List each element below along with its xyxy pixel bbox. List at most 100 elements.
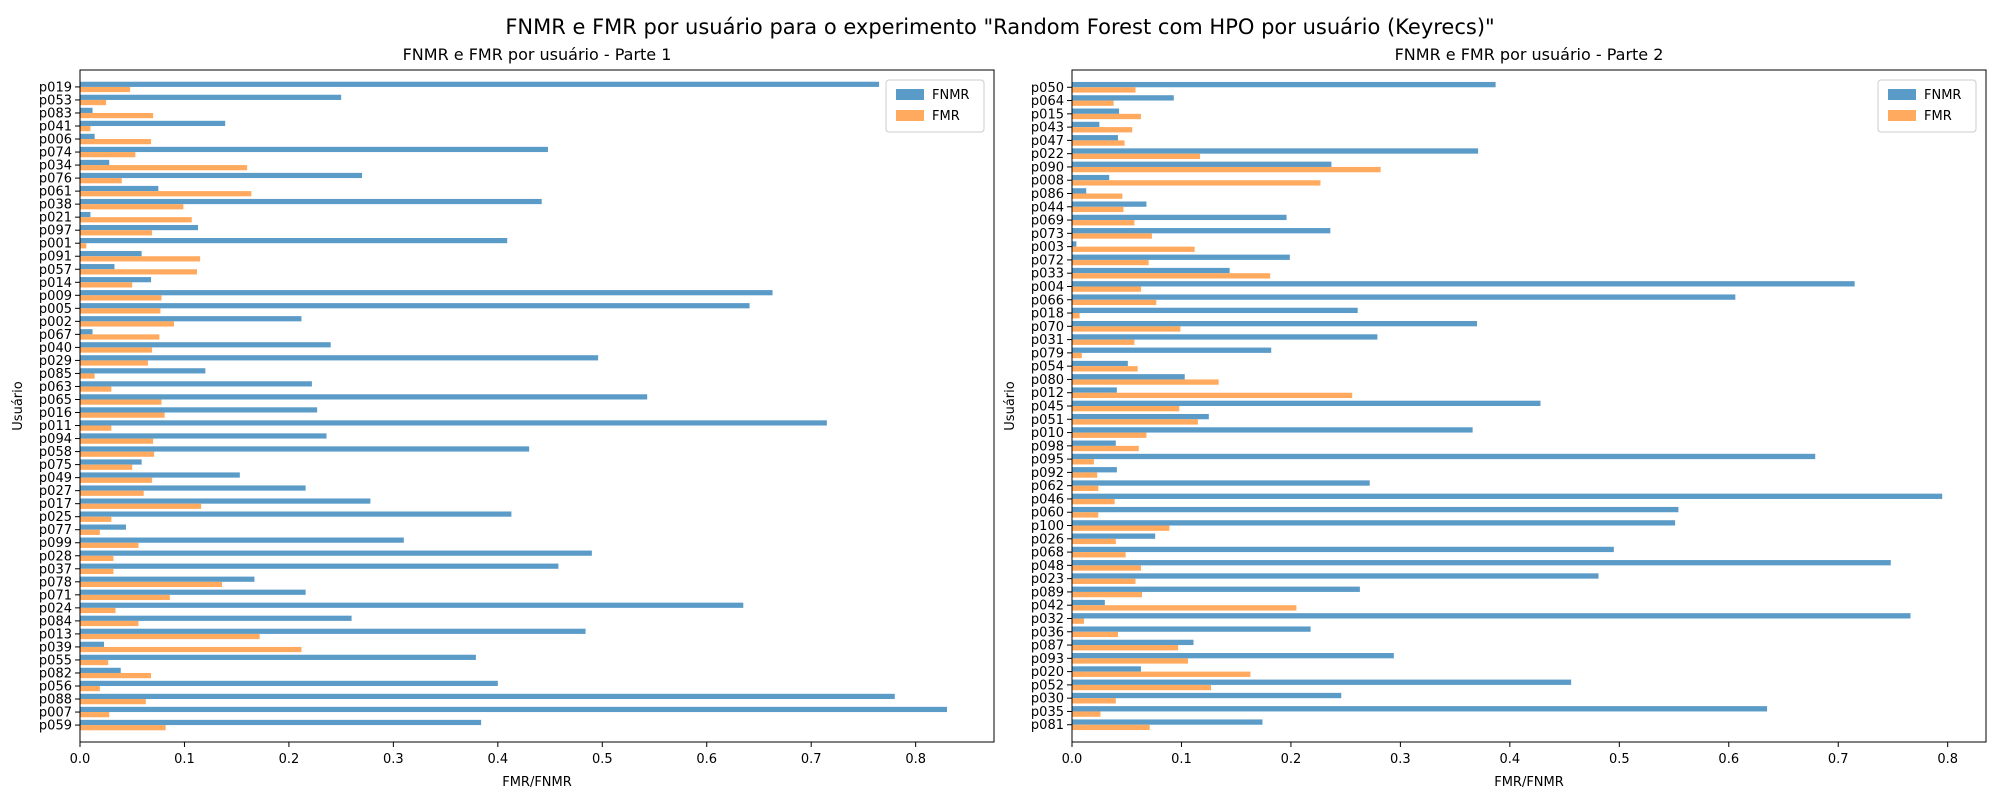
bar-fmr-p032: [1072, 618, 1085, 624]
bar-fmr-p027: [80, 490, 144, 496]
bar-fmr-p015: [1072, 113, 1141, 120]
bar-fmr-p035: [1072, 711, 1101, 717]
y-tick-label: p100: [1031, 519, 1064, 534]
x-tick-label: 0.8: [1937, 752, 1958, 767]
y-tick-label: p087: [1031, 639, 1064, 654]
legend-label-fmr: FMR: [932, 109, 960, 124]
bar-fmr-p008: [1072, 180, 1321, 186]
bar-fmr-p018: [1072, 313, 1080, 319]
bar-fmr-p069: [1072, 220, 1135, 226]
bar-fmr-p082: [80, 672, 152, 679]
y-tick-label: p076: [39, 172, 72, 187]
bar-fmr-p063: [80, 386, 112, 392]
y-tick-label: p034: [39, 159, 72, 174]
y-tick-label: p005: [39, 302, 72, 317]
y-tick-label: p057: [39, 263, 72, 278]
bar-fnmr-p090: [1072, 161, 1332, 167]
bar-fnmr-p092: [1072, 467, 1117, 473]
y-tick-label: p051: [1031, 413, 1064, 428]
bar-fnmr-p014: [80, 277, 152, 283]
bar-fnmr-p080: [1072, 374, 1185, 380]
y-tick-label: p038: [39, 198, 72, 213]
bar-fmr-p026: [1072, 538, 1116, 545]
legend-swatch-fmr: [896, 110, 924, 121]
y-tick-label: p093: [1031, 652, 1064, 667]
bar-fnmr-p085: [80, 368, 206, 374]
plot-frame: [79, 69, 995, 743]
bar-fmr-p088: [80, 699, 146, 705]
x-tick-label: 0.1: [1171, 752, 1192, 767]
bar-fnmr-p060: [1072, 506, 1679, 513]
bar-fnmr-p063: [80, 381, 312, 387]
bar-fnmr-p061: [80, 185, 159, 192]
y-tick-label: p006: [39, 133, 72, 148]
y-tick-label: p064: [1031, 94, 1064, 109]
bar-fnmr-p022: [1072, 148, 1479, 154]
x-axis-label: FMR/FNMR: [1494, 775, 1564, 790]
chart-part-2: FNMR e FMR por usuário - Parte 2 p050p064…: [1003, 45, 1987, 790]
bar-fnmr-p021: [80, 211, 91, 218]
bar-fmr-p016: [80, 412, 165, 418]
bar-fmr-p006: [80, 139, 152, 145]
bar-fmr-p005: [80, 308, 161, 314]
bar-fnmr-p019: [80, 81, 880, 87]
bar-fmr-p051: [1072, 419, 1198, 425]
legend-swatch-fnmr: [896, 89, 924, 100]
bar-fmr-p078: [80, 581, 223, 588]
y-tick-label: p020: [1031, 665, 1064, 680]
legend-swatch-fnmr: [1888, 89, 1916, 100]
plot-frame: [1071, 69, 1987, 743]
bar-fmr-p074: [80, 152, 136, 158]
y-tick-label: p084: [39, 614, 72, 629]
bar-fnmr-p015: [1072, 108, 1120, 114]
bar-fmr-p024: [80, 607, 116, 614]
y-tick-label: p044: [1031, 200, 1064, 215]
bar-fnmr-p011: [80, 420, 827, 426]
bar-fnmr-p037: [80, 563, 559, 569]
bar-fnmr-p097: [80, 224, 199, 231]
bar-fnmr-p010: [1072, 427, 1473, 433]
bar-fmr-p046: [1072, 498, 1115, 505]
bar-fnmr-p073: [1072, 228, 1331, 234]
bar-fnmr-p062: [1072, 480, 1370, 486]
bar-fnmr-p031: [1072, 334, 1378, 340]
bar-fnmr-p095: [1072, 453, 1816, 460]
bar-fnmr-p072: [1072, 254, 1290, 260]
bar-fnmr-p074: [80, 146, 548, 153]
bar-fnmr-p082: [80, 667, 121, 673]
bar-fmr-p043: [1072, 127, 1133, 133]
bar-fmr-p095: [1072, 459, 1094, 465]
bar-fnmr-p067: [80, 329, 93, 335]
bar-fnmr-p052: [1072, 679, 1572, 685]
figure-title: FNMR e FMR por usuário para o experiment…: [505, 15, 1494, 39]
bar-fmr-p007: [80, 712, 110, 718]
bar-fmr-p100: [1072, 525, 1170, 531]
bar-fmr-p086: [1072, 193, 1123, 199]
bar-fmr-p023: [1072, 578, 1136, 584]
y-tick-label: p065: [39, 393, 72, 408]
y-tick-label: p085: [39, 367, 72, 382]
bar-fmr-p041: [80, 126, 91, 132]
y-tick-label: p048: [1031, 559, 1064, 574]
bar-fnmr-p004: [1072, 281, 1855, 287]
y-tick-label: p031: [1031, 333, 1064, 348]
y-tick-label: p026: [1031, 532, 1064, 547]
y-tick-label: p098: [1031, 439, 1064, 454]
bar-fnmr-p055: [80, 654, 476, 660]
bar-fmr-p031: [1072, 339, 1135, 345]
y-tick-label: p035: [1031, 705, 1064, 720]
y-tick-label: p095: [1031, 453, 1064, 468]
bar-fnmr-p069: [1072, 214, 1287, 221]
bar-fnmr-p048: [1072, 560, 1891, 566]
bar-fnmr-p099: [80, 537, 404, 543]
bar-fmr-p052: [1072, 684, 1212, 691]
bar-fmr-p053: [80, 99, 107, 106]
x-tick-label: 0.3: [1390, 752, 1411, 767]
y-tick-label: p099: [39, 536, 72, 551]
bar-fnmr-p057: [80, 264, 115, 270]
bar-fnmr-p076: [80, 172, 363, 179]
y-axis-label: Usuário: [11, 381, 26, 430]
bar-fmr-p012: [1072, 392, 1353, 399]
bar-fmr-p025: [80, 516, 112, 522]
